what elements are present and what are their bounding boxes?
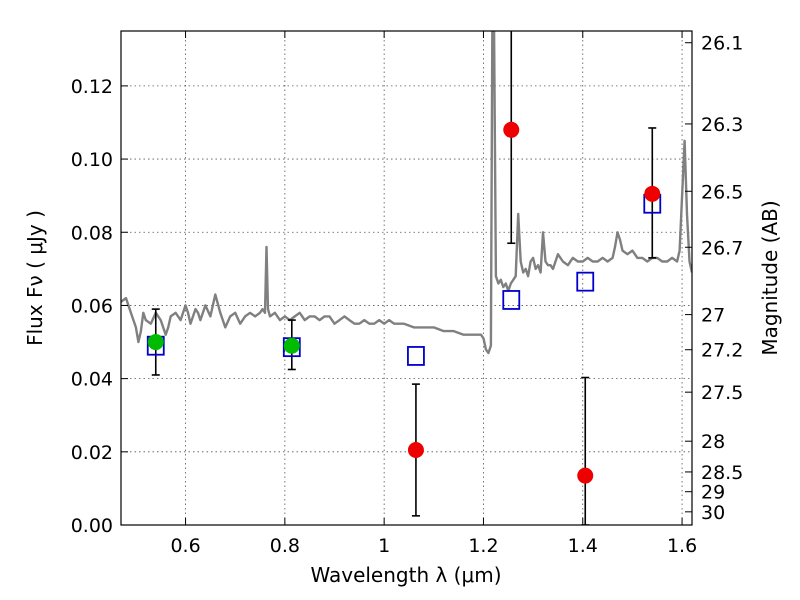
mag-tick-label: 28 (701, 431, 725, 453)
axes: 0.6 0.8 1 1.2 1.4 1.6 0.00 0.02 0.04 0.06 0.08 0.10… (71, 31, 743, 557)
observed-photometry-point (407, 441, 424, 458)
x-tick-label: 1.6 (667, 535, 697, 557)
y-tick-label: 0.00 (71, 515, 113, 537)
x-tick-label: 1.4 (568, 535, 598, 557)
mag-tick-label: 27 (701, 305, 725, 327)
spectrum-line (121, 31, 692, 355)
y-axis-label: Flux Fν ( μJy ) (23, 210, 47, 346)
mag-tick-label: 28.5 (701, 462, 743, 484)
mag-tick-label: 27.2 (701, 340, 743, 362)
y-tick-label: 0.08 (71, 222, 113, 244)
right-axis-label: Magnitude (AB) (758, 200, 782, 355)
x-axis-label: Wavelength λ (μm) (310, 563, 501, 587)
y-tick-label: 0.04 (71, 369, 113, 391)
mag-tick-label: 29 (701, 482, 725, 504)
x-tick-label: 1 (378, 535, 390, 557)
observed-photometry-point (147, 334, 164, 351)
y-tick-label: 0.10 (71, 149, 113, 171)
plot-frame (120, 30, 693, 526)
x-tick-label: 0.8 (270, 535, 300, 557)
x-tick-label: 1.2 (468, 535, 498, 557)
y-tick-label: 0.06 (71, 295, 113, 317)
observed-photometry-point (577, 467, 594, 484)
observed-photometry-point (283, 337, 300, 354)
model-photometry-square (576, 271, 595, 292)
y-tick-label: 0.12 (71, 76, 113, 98)
mag-tick-label: 26.5 (701, 181, 743, 203)
model-photometry-square (502, 290, 521, 310)
mag-tick-label: 26.1 (701, 33, 743, 55)
y-tick-label: 0.02 (71, 442, 113, 464)
mag-tick-label: 26.7 (701, 237, 743, 259)
plot-area (121, 31, 692, 525)
model-photometry-square (407, 346, 425, 366)
observed-photometry-point (503, 121, 520, 138)
x-tick-label: 0.6 (170, 535, 200, 557)
mag-tick-label: 30 (701, 502, 725, 524)
mag-tick-label: 27.5 (701, 382, 743, 404)
observed-photometry-point (644, 185, 661, 202)
mag-tick-label: 26.3 (701, 114, 743, 136)
